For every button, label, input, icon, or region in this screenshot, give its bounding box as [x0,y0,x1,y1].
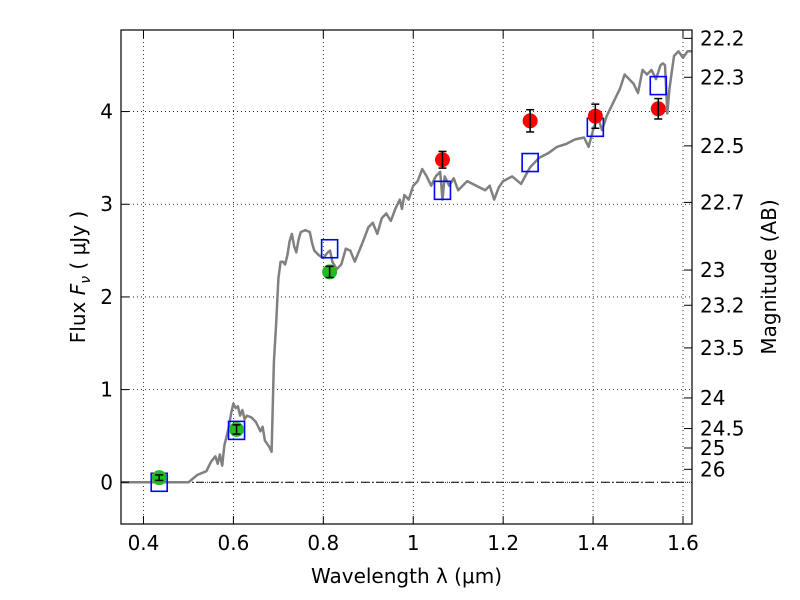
right-axis-label: Magnitude (AB) [757,199,781,354]
right-tick-label: 23 [700,258,725,282]
right-tick-label: 24.5 [700,417,745,441]
model-spectrum-line [121,50,692,484]
model-square-marker [649,75,668,96]
right-tick-label: 22.2 [700,26,745,50]
right-tick-label: 23.2 [700,293,745,317]
model-square-marker [521,152,539,173]
y-axis-label: Flux Fν ( μJy ) [66,211,94,343]
right-tick-label: 22.7 [700,190,745,214]
model-square-marker [320,238,339,259]
model-square-marker [433,180,452,201]
plot-area [121,50,692,493]
x-tick-label: 0.6 [217,531,249,555]
x-tick-label: 1.2 [487,531,519,555]
right-tick-label: 24 [700,386,725,410]
model-square-marker [227,420,246,441]
axis-ticks: 0.4 0.6 0.8 1 1.2 1.4 1.60123422.222.322.522.7… [100,26,744,555]
axes-frame [120,29,693,525]
x-tick-label: 0.4 [128,531,160,555]
right-tick-label: 22.5 [700,134,745,158]
right-tick-label: 25 [700,436,725,460]
x-tick-label: 1.4 [577,531,609,555]
x-tick-label: 1.6 [667,531,699,555]
x-tick-label: 0.8 [307,531,339,555]
data-markers [150,75,668,493]
x-axis-label: Wavelength λ (μm) [311,564,502,588]
right-tick-label: 26 [700,457,725,481]
y-tick-label: 1 [100,378,113,402]
y-tick-label: 4 [100,100,113,124]
right-tick-label: 22.3 [700,65,745,89]
y-tick-label: 3 [100,192,113,216]
right-tick-label: 23.5 [700,336,745,360]
y-tick-label: 2 [100,285,113,309]
x-tick-label: 1 [407,531,420,555]
y-tick-label: 0 [100,470,113,494]
